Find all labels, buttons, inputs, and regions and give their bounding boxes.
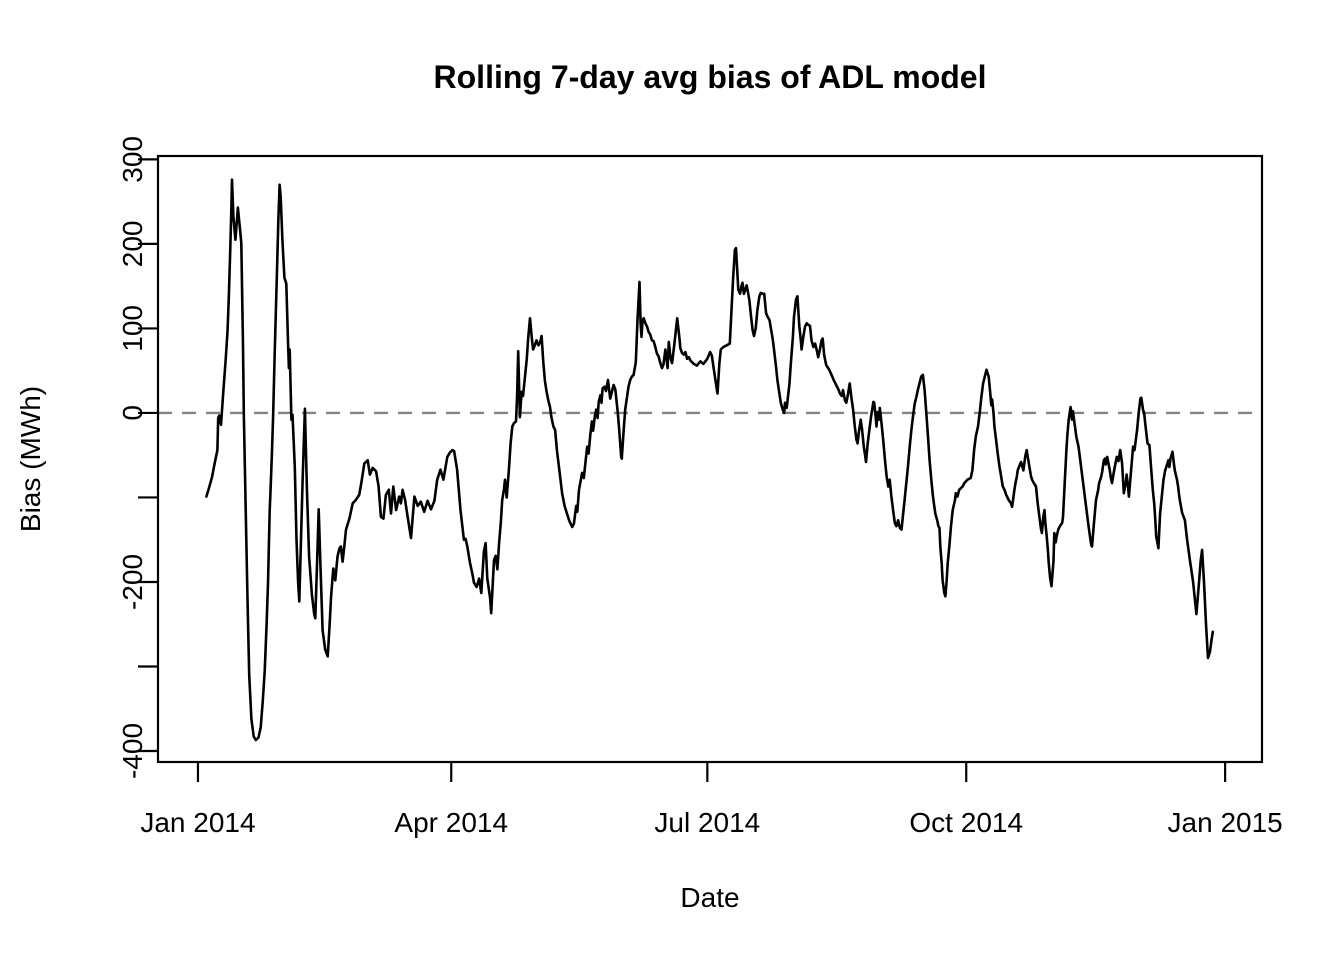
x-tick-label-4: Jan 2015 bbox=[1168, 807, 1283, 838]
y-tick-label-2: 100 bbox=[117, 305, 148, 352]
x-axis-title: Date bbox=[680, 882, 739, 913]
plot-box bbox=[156, 154, 1264, 764]
y-tick-label-7: -400 bbox=[117, 723, 148, 779]
x-tick-label-2: Jul 2014 bbox=[654, 807, 760, 838]
y-tick-label-5: -200 bbox=[117, 554, 148, 610]
y-tick-label-1: 200 bbox=[117, 221, 148, 268]
series-line-rolling-7day-avg-bias bbox=[205, 178, 1215, 742]
chart-title: Rolling 7-day avg bias of ADL model bbox=[434, 59, 987, 95]
x-tick-label-3: Oct 2014 bbox=[909, 807, 1023, 838]
y-tick-label-0: 300 bbox=[117, 136, 148, 183]
y-axis-title: Bias (MWh) bbox=[15, 386, 46, 532]
y-tick-label-3: 0 bbox=[117, 405, 148, 421]
x-tick-label-1: Apr 2014 bbox=[394, 807, 508, 838]
x-tick-label-0: Jan 2014 bbox=[140, 807, 255, 838]
